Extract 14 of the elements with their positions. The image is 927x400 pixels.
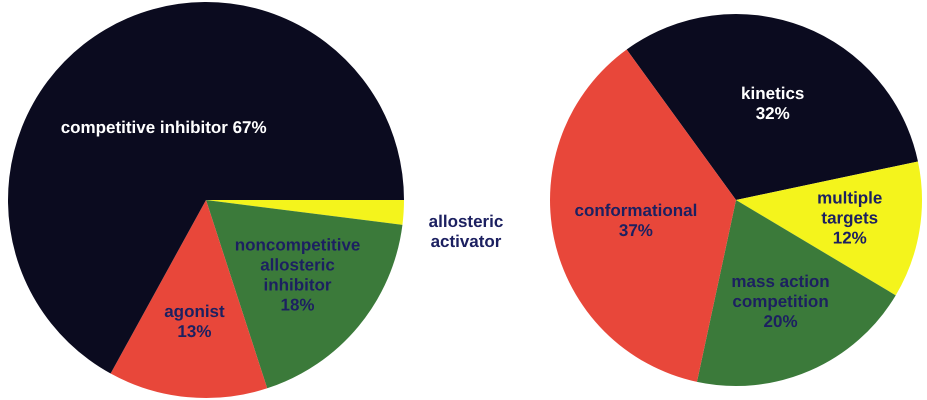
data-label: 13% <box>177 322 212 341</box>
data-label: 18% <box>280 295 315 314</box>
slice-label: kinetics <box>741 84 804 104</box>
slice-label: multiple targets <box>817 188 882 228</box>
data-label: 32% <box>756 104 790 124</box>
data-label: 12% <box>832 228 867 248</box>
slice-label: competitive inhibitor 67% <box>60 118 267 138</box>
slice-label: allosteric activator <box>428 212 504 252</box>
data-label: 37% <box>618 220 653 240</box>
slice-label: mass action competition <box>731 272 830 312</box>
slice-label: noncompetitive allosteric inhibitor <box>234 235 360 294</box>
data-label: 20% <box>764 312 798 332</box>
slice-label: agonist <box>164 302 226 321</box>
slice-label: conformational <box>574 200 698 220</box>
